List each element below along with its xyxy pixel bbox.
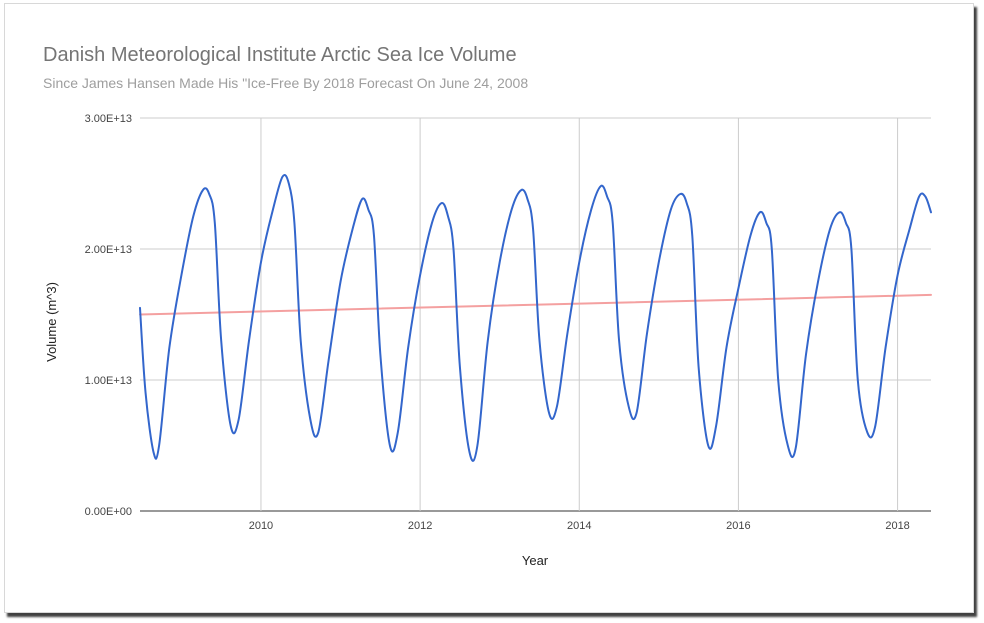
x-axis-title: Year: [522, 553, 549, 568]
y-axis-title: Volume (m^3): [44, 282, 59, 362]
x-tick-label: 2014: [567, 520, 591, 532]
series-layer: [139, 174, 932, 462]
chart-subtitle: Since James Hansen Made His "Ice-Free By…: [43, 75, 529, 91]
ticks: 0.00E+00 1.00E+13 2.00E+13 3.00E+13 2010 2012…: [85, 113, 910, 532]
trend-line: [139, 293, 932, 316]
x-tick-label: 2010: [249, 520, 273, 532]
x-tick-label: 2018: [885, 520, 909, 532]
x-tick-label: 2012: [408, 520, 432, 532]
y-tick-label: 3.00E+13: [85, 113, 132, 125]
grid: [140, 117, 931, 512]
y-tick-label: 0.00E+00: [85, 506, 132, 518]
x-tick-label: 2016: [726, 520, 750, 532]
chart-title: Danish Meteorological Institute Arctic S…: [43, 44, 517, 66]
y-tick-label: 2.00E+13: [85, 244, 132, 256]
sea-ice-volume-line: [139, 174, 932, 462]
y-tick-label: 1.00E+13: [85, 375, 132, 387]
